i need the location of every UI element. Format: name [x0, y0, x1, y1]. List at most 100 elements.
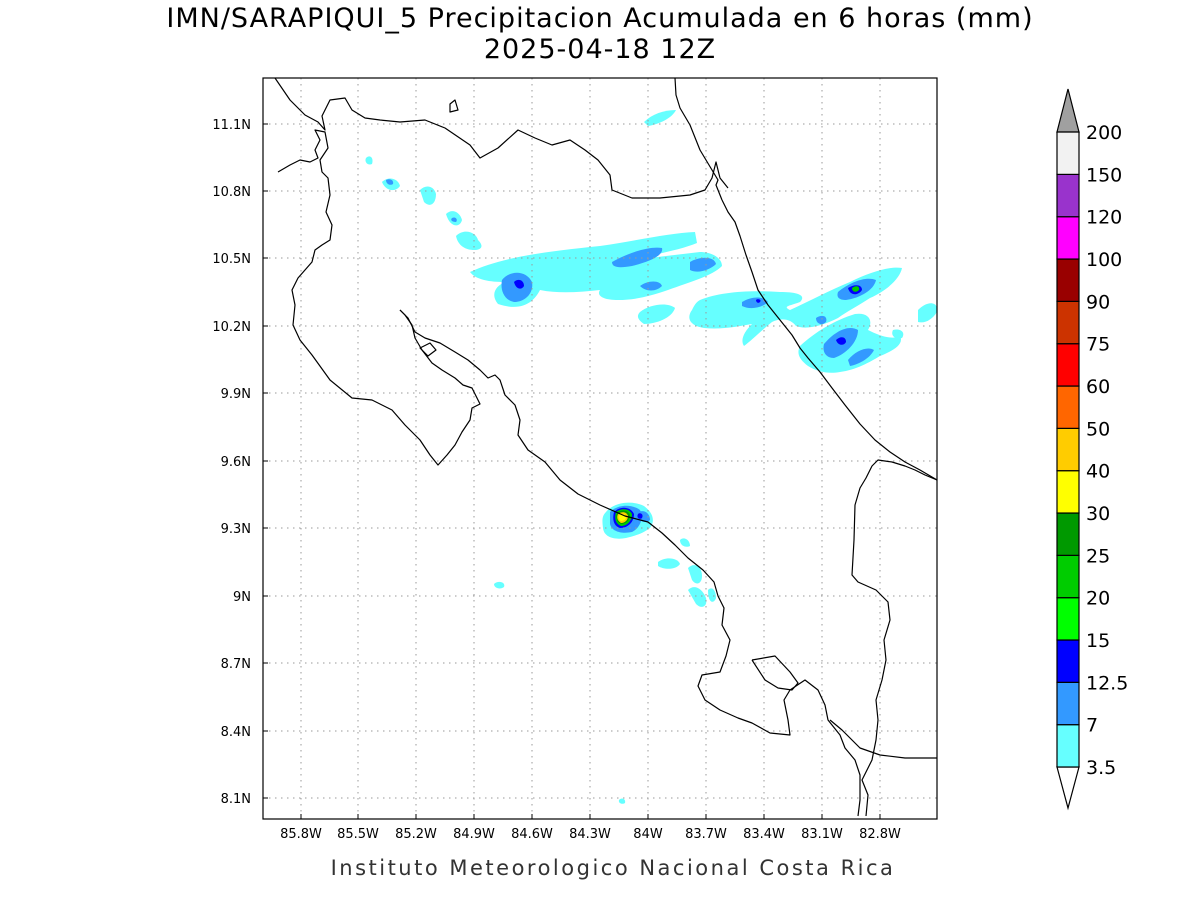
lat-tick-label: 9.3N — [221, 522, 251, 537]
precip-area-3.5 — [494, 581, 505, 589]
precip-area-3.5 — [892, 329, 904, 339]
colorbar-level-label: 150 — [1086, 164, 1122, 186]
precip-area-3.5 — [918, 303, 937, 323]
precip-area-3.5 — [420, 186, 436, 205]
osa-golfito-coast — [751, 655, 799, 691]
precip-area-3.5 — [644, 110, 676, 126]
footer-credit: Instituto Meteorologico Nacional Costa R… — [330, 856, 896, 880]
colorbar-level-label: 100 — [1086, 249, 1122, 271]
nicaragua-caribbean-coast — [674, 78, 723, 201]
colorbar-level-label: 3.5 — [1086, 757, 1116, 779]
lat-tick-label: 9N — [233, 590, 251, 605]
colorbar-swatch — [1056, 385, 1080, 429]
latitude-labels: 11.1N 10.8N 10.5N 10.2N 9.9N 9.6N 9.3N 9… — [212, 118, 251, 807]
precip-area-7 — [848, 348, 874, 366]
precip-area-3.5 — [688, 587, 707, 607]
colorbar-level-label: 60 — [1086, 376, 1110, 398]
colorbar-level-label: 120 — [1086, 207, 1122, 229]
colorbar-swatch — [1056, 173, 1080, 218]
lat-tick-label: 8.4N — [221, 725, 251, 740]
colorbar-swatch — [1056, 258, 1080, 302]
lat-tick-label: 10.5N — [212, 252, 251, 267]
precip-area-3.5 — [708, 588, 716, 602]
colorbar-swatch — [1056, 554, 1080, 599]
precip-area-20 — [852, 286, 860, 292]
lon-tick-label: 84.9W — [453, 827, 495, 842]
precip-area-7 — [612, 247, 663, 268]
southern-coast — [829, 719, 937, 759]
lat-tick-label: 11.1N — [212, 118, 251, 133]
lon-tick-label: 85.5W — [337, 827, 379, 842]
map-subtitle: 2025-04-18 12Z — [483, 34, 717, 65]
colorbar-legend: 3.5 7 12.5 15 20 25 30 40 50 60 75 90 100 120 150 200 — [1056, 88, 1128, 811]
precip-area-12.5 — [836, 337, 846, 345]
lon-tick-label: 85.8W — [280, 827, 322, 842]
lat-tick-label: 10.8N — [212, 185, 251, 200]
colorbar-level-label: 50 — [1086, 418, 1110, 440]
colorbar-swatch — [1056, 639, 1080, 683]
precip-area-7 — [386, 179, 394, 185]
lon-tick-label: 83.1W — [801, 827, 843, 842]
lon-tick-label: 84W — [633, 827, 663, 842]
colorbar-swatch — [1056, 724, 1080, 768]
lat-tick-label: 10.2N — [212, 320, 251, 335]
longitude-labels: 85.8W 85.5W 85.2W 84.9W 84.6W 84.3W 84W … — [280, 827, 901, 842]
precip-area-7 — [742, 297, 768, 309]
colorbar-level-label: 20 — [1086, 588, 1110, 610]
colorbar-level-label: 75 — [1086, 334, 1110, 356]
map-frame — [262, 77, 938, 820]
lon-tick-label: 82.8W — [859, 827, 901, 842]
precip-area-3.5 — [618, 798, 626, 804]
precip-area-3.5 — [688, 565, 702, 584]
precip-area-3.5 — [456, 231, 482, 250]
lat-tick-label: 8.7N — [221, 657, 251, 672]
coastline — [274, 78, 937, 817]
grid-lines — [263, 78, 937, 819]
colorbar-top-arrow — [1056, 88, 1080, 133]
precip-area-7 — [816, 315, 827, 325]
precip-area-12.5 — [514, 279, 524, 289]
precipitation-field — [365, 110, 937, 804]
lat-tick-label: 9.6N — [221, 455, 251, 470]
lat-tick-label: 9.9N — [221, 387, 251, 402]
colorbar-swatch — [1056, 343, 1080, 387]
colorbar-level-label: 15 — [1086, 630, 1110, 652]
map-title: IMN/SARAPIQUI_5 Precipitacion Acumulada … — [166, 3, 1034, 34]
colorbar-swatch — [1056, 681, 1080, 726]
precip-area-7 — [690, 257, 716, 272]
colorbar-swatch — [1056, 597, 1080, 641]
colorbar-level-label: 7 — [1086, 715, 1098, 737]
axis-ticks — [263, 123, 881, 819]
precip-area-3.5 — [658, 558, 680, 569]
precip-area-3.5 — [637, 304, 675, 324]
colorbar-level-label: 12.5 — [1086, 672, 1128, 694]
colorbar-bottom-arrow — [1056, 766, 1080, 811]
island-outline — [419, 342, 437, 357]
lat-tick-label: 8.1N — [221, 792, 251, 807]
precip-area-3.5 — [365, 156, 373, 165]
precip-area-7 — [451, 217, 457, 222]
lon-tick-label: 85.2W — [395, 827, 437, 842]
nicaragua-coastline — [274, 78, 729, 199]
colorbar-level-label: 200 — [1086, 122, 1122, 144]
colorbar-swatch — [1056, 512, 1080, 556]
lon-tick-label: 83.4W — [743, 827, 785, 842]
colorbar-level-label: 25 — [1086, 545, 1110, 567]
lon-tick-label: 84.6W — [511, 827, 553, 842]
colorbar-level-label: 90 — [1086, 291, 1110, 313]
colorbar-swatch — [1056, 300, 1080, 345]
precip-area-3.5 — [680, 538, 690, 547]
colorbar-level-label: 30 — [1086, 503, 1110, 525]
costa-rica-panama-border — [851, 459, 937, 817]
colorbar-swatch — [1056, 216, 1080, 260]
colorbar-level-label: 40 — [1086, 461, 1110, 483]
lake-islet — [449, 99, 459, 113]
colorbar-swatch — [1056, 470, 1080, 514]
precip-area-12.5 — [637, 513, 643, 519]
nicoya-peninsula-coast — [277, 129, 481, 466]
colorbar-swatch — [1056, 427, 1080, 472]
precip-area-7 — [640, 281, 662, 291]
colorbar-swatch — [1056, 131, 1080, 175]
lon-tick-label: 84.3W — [569, 827, 611, 842]
